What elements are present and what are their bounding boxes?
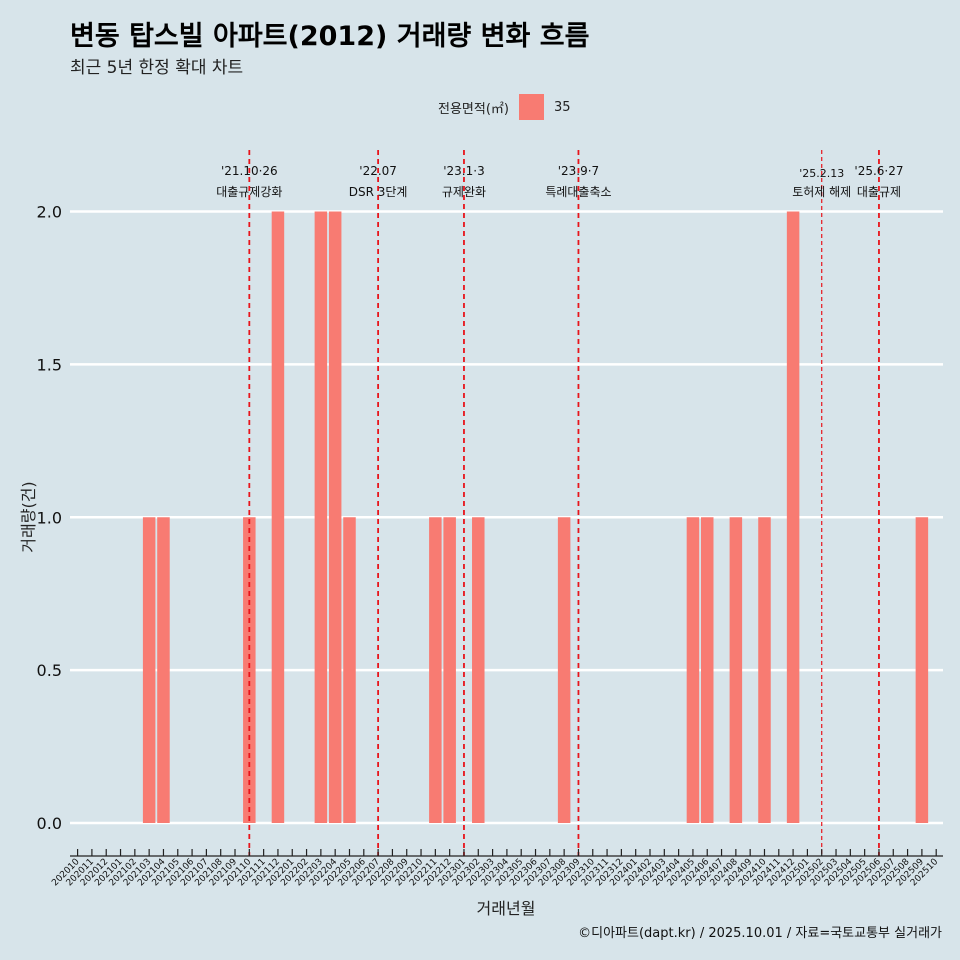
y-tick-label: 2.0 — [37, 203, 62, 222]
event-label: 토허제 해제 — [792, 185, 851, 199]
y-tick-label: 1.0 — [37, 508, 62, 527]
bar-202112 — [271, 211, 285, 823]
event-date-label: '23.9·7 — [558, 164, 599, 178]
caption: ©디아파트(dapt.kr) / 2025.10.01 / 자료=국토교통부 실… — [578, 926, 942, 941]
event-date-label: '21.10·26 — [221, 164, 278, 178]
event-label: 대출규제강화 — [216, 185, 282, 199]
y-tick-label: 1.5 — [37, 355, 62, 374]
legend: 전용면적(㎡) 35 — [438, 94, 571, 120]
bar-202406 — [700, 517, 714, 823]
chart-subtitle: 최근 5년 한정 확대 차트 — [70, 58, 244, 78]
legend-label-35: 35 — [553, 99, 571, 115]
event-date-label: '25.6·27 — [854, 164, 903, 178]
event-date-label: '23.1·3 — [443, 164, 484, 178]
bar-202408 — [729, 517, 743, 823]
event-label: 특례대출축소 — [545, 185, 611, 199]
event-label: 대출규제 — [857, 185, 901, 199]
y-tick-label: 0.0 — [37, 814, 62, 833]
bar-202509 — [915, 517, 929, 823]
bar-202302 — [472, 517, 485, 823]
chart-title: 변동 탑스빌 아파트(2012) 거래량 변화 흐름 — [70, 21, 590, 52]
bar-202103 — [142, 517, 156, 823]
bar-202308 — [557, 517, 571, 823]
event-label: DSR 3단계 — [349, 185, 408, 199]
bar-202410 — [758, 517, 771, 823]
bar-202212 — [443, 517, 456, 823]
y-axis-title: 거래량(건) — [19, 481, 38, 552]
bar-202110 — [243, 517, 256, 823]
legend-title: 전용면적(㎡) — [438, 101, 509, 117]
bar-202204 — [328, 211, 342, 823]
event-label: 규제완화 — [442, 185, 486, 199]
event-date-label: '25.2.13 — [799, 167, 844, 180]
bar-202405 — [686, 517, 700, 823]
bar-202205 — [343, 517, 356, 823]
bar-202211 — [429, 517, 442, 823]
y-tick-label: 0.5 — [37, 661, 62, 680]
event-date-label: '22.07 — [359, 164, 397, 178]
legend-key-35 — [518, 94, 544, 120]
x-axis-title: 거래년월 — [477, 899, 536, 918]
bar-202412 — [786, 211, 800, 823]
bar-202203 — [314, 211, 328, 823]
bar-202104 — [157, 517, 170, 823]
